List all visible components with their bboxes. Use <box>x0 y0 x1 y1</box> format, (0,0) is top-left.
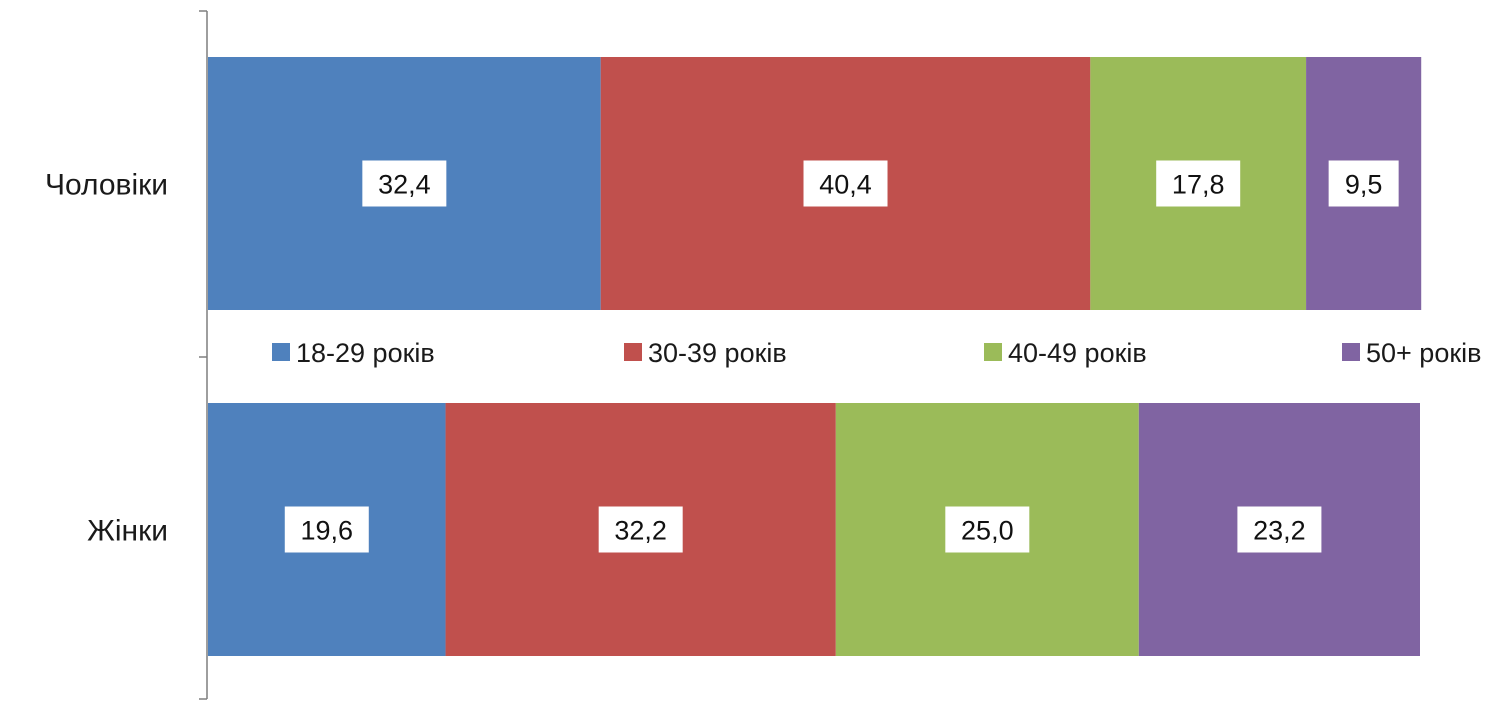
category-axis <box>199 10 208 700</box>
value-label-40-49-років-1: 25,0 <box>961 516 1014 546</box>
legend-swatch-18-29-років <box>272 343 290 361</box>
value-label-box <box>1156 160 1241 207</box>
legend: 18-29 років 30-39 років 40-49 років 50+ рок… <box>272 338 1482 368</box>
legend-label-30-39-років: 30-39 років <box>648 338 787 368</box>
category-label-1: Жінки <box>87 515 168 548</box>
value-label-30-39-років-1: 32,2 <box>614 516 667 546</box>
value-label-18-29-років-0: 32,4 <box>378 170 431 200</box>
value-label-50-років-1: 23,2 <box>1253 516 1306 546</box>
value-label-40-49-років-0: 17,8 <box>1172 170 1225 200</box>
category-labels-layer: Чоловіки Жінки <box>45 169 168 548</box>
category-label-0: Чоловіки <box>45 169 168 202</box>
legend-swatch-40-49-років <box>984 343 1002 361</box>
value-label-box <box>284 506 369 553</box>
value-label-box <box>598 506 683 553</box>
value-label-box <box>803 160 888 207</box>
value-labels-layer: 32,4 40,4 17,8 9,5 19,6 32,2 25,0 23,2 <box>284 160 1399 553</box>
value-label-box <box>362 160 447 207</box>
legend-label-50-років: 50+ років <box>1366 338 1482 368</box>
legend-label-40-49-років: 40-49 років <box>1008 338 1147 368</box>
value-label-box <box>1237 506 1322 553</box>
value-label-18-29-років-1: 19,6 <box>300 516 353 546</box>
value-label-box <box>945 506 1030 553</box>
value-label-30-39-років-0: 40,4 <box>819 170 872 200</box>
legend-swatch-50-років <box>1342 343 1360 361</box>
legend-label-18-29-років: 18-29 років <box>296 338 435 368</box>
value-label-50-років-0: 9,5 <box>1345 170 1383 200</box>
legend-swatch-30-39-років <box>624 343 642 361</box>
value-label-box <box>1328 160 1399 207</box>
